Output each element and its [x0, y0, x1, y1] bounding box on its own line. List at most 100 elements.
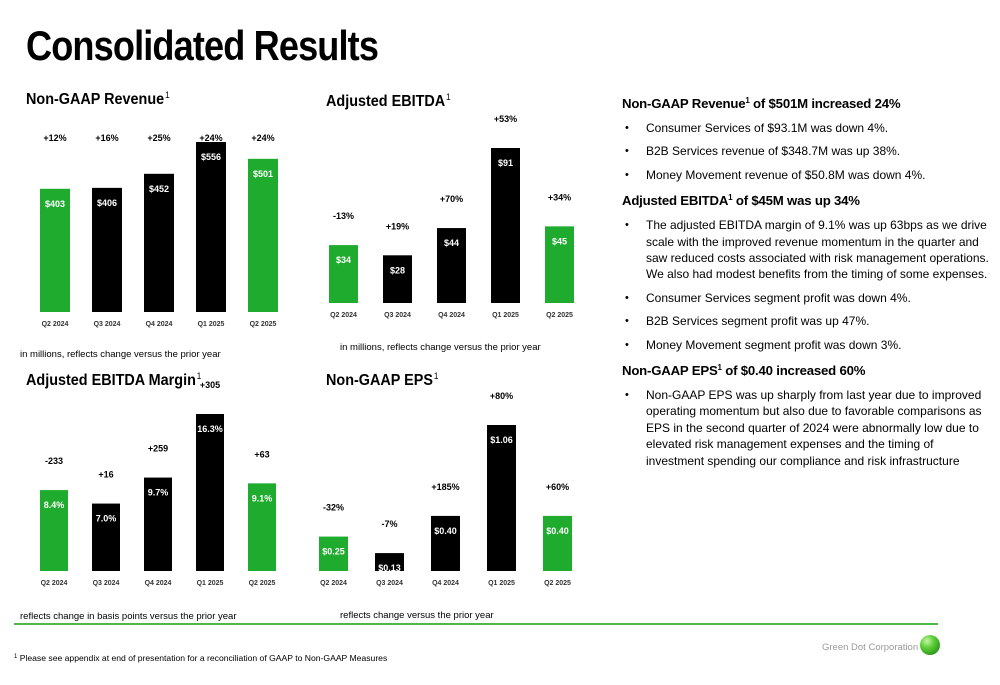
bar-value-label: $0.25: [322, 547, 345, 557]
change-label: +25%: [147, 133, 170, 143]
bar: [319, 536, 348, 571]
summary-panel: Non-GAAP Revenue1 of $501M increased 24%…: [622, 96, 990, 479]
chart-title-ebitda: Adjusted EBITDA1: [326, 92, 451, 111]
bar-value-label: $0.40: [434, 526, 457, 536]
bar-value-label: $34: [336, 255, 351, 265]
x-tick-label: Q3 2024: [94, 321, 121, 328]
bullet-item: Money Movement revenue of $50.8M was dow…: [622, 167, 990, 184]
bullet-item: Consumer Services segment profit was dow…: [622, 290, 990, 307]
x-tick-label: Q1 2025: [492, 312, 519, 319]
bar: [248, 158, 278, 312]
chart-title-ebitda-sup: 1: [446, 92, 451, 102]
change-label: +305: [200, 380, 220, 390]
bullet-item: Money Movement segment profit was down 3…: [622, 337, 990, 354]
bar: [545, 226, 574, 303]
bar: [437, 228, 466, 303]
heading-sup: 1: [728, 193, 733, 203]
revenue-note: in millions, reflects change versus the …: [20, 349, 221, 360]
summary-bullets-ebitda: The adjusted EBITDA margin of 9.1% was u…: [622, 217, 990, 353]
change-label: +80%: [490, 391, 513, 401]
chart-title-margin-sup: 1: [196, 371, 202, 381]
bar-value-label: $406: [97, 198, 117, 208]
chart-title-ebitda-text: Adjusted EBITDA: [326, 93, 446, 110]
bar: [383, 255, 412, 303]
change-label: +12%: [43, 133, 66, 143]
bar: [40, 490, 68, 571]
change-label: +34%: [548, 192, 571, 202]
bar: [196, 142, 226, 312]
bar: [375, 553, 404, 571]
chart-title-eps-text: Non-GAAP EPS: [326, 372, 433, 389]
x-tick-label: Q2 2024: [41, 580, 68, 587]
change-label: +259: [148, 444, 168, 454]
x-tick-label: Q1 2025: [488, 580, 515, 587]
chart-title-revenue: Non-GAAP Revenue1: [26, 90, 170, 109]
bar: [431, 515, 460, 571]
bar-value-label: 8.4%: [44, 500, 65, 510]
bar: [144, 173, 174, 312]
heading-suffix: of $501M increased 24%: [749, 96, 901, 111]
bar-value-label: $0.13: [378, 563, 401, 573]
bar-value-label: $28: [390, 265, 405, 275]
margin-note: reflects change in basis points versus t…: [20, 611, 237, 622]
bar: [144, 477, 172, 571]
bar: [329, 245, 358, 303]
bullet-item: Consumer Services of $93.1M was down 4%.: [622, 120, 990, 137]
heading-suffix: of $0.40 increased 60%: [721, 363, 866, 379]
bar: [196, 414, 224, 571]
chart-title-eps-sup: 1: [433, 371, 439, 381]
page-title: Consolidated Results: [26, 22, 379, 69]
bar: [40, 188, 70, 312]
bar: [92, 187, 122, 312]
x-tick-label: Q2 2025: [546, 312, 573, 319]
x-tick-label: Q2 2024: [320, 580, 347, 587]
bar: [543, 515, 572, 571]
x-tick-label: Q4 2024: [146, 321, 173, 328]
change-label: +24%: [251, 133, 274, 143]
summary-heading-ebitda: Adjusted EBITDA1 of $45M was up 34%: [622, 193, 990, 208]
footnote-text: Please see appendix at end of presentati…: [17, 653, 388, 663]
change-label: -233: [45, 456, 63, 466]
change-label: -7%: [381, 519, 397, 529]
revenue-bar-chart: $403 +12% Q2 2024 $406 +16% Q3 2024 $452 +25% Q4…: [40, 133, 278, 328]
summary-section-eps: Non-GAAP EPS1 of $0.40 increased 60% Non…: [622, 363, 990, 469]
bar-value-label: $91: [498, 158, 513, 168]
ebitda-note: in millions, reflects change versus the …: [340, 342, 541, 353]
x-tick-label: Q3 2024: [384, 312, 411, 319]
bar: [248, 483, 276, 571]
bar-value-label: $501: [253, 169, 273, 179]
bar: [491, 148, 520, 303]
change-label: +19%: [386, 221, 409, 231]
summary-section-revenue: Non-GAAP Revenue1 of $501M increased 24%…: [622, 96, 990, 184]
bar-value-label: 9.1%: [252, 493, 273, 503]
summary-section-ebitda: Adjusted EBITDA1 of $45M was up 34% The …: [622, 193, 990, 353]
chart-title-margin-text: Adjusted EBITDA Margin: [26, 372, 196, 389]
heading-sup: 1: [745, 96, 750, 105]
heading-prefix: Non-GAAP Revenue: [622, 96, 746, 111]
ebitda-bar-chart: $34 -13% Q2 2024 $28 +19% Q3 2024 $44 +70% Q4 20…: [329, 114, 574, 319]
summary-bullets-eps: Non-GAAP EPS was up sharply from last ye…: [622, 387, 990, 469]
footnote-sup: 1: [14, 654, 18, 660]
x-tick-label: Q2 2025: [250, 321, 277, 328]
bar-value-label: $45: [552, 236, 567, 246]
chart-title-revenue-sup: 1: [165, 90, 170, 100]
x-tick-label: Q2 2025: [544, 580, 571, 587]
change-label: +70%: [440, 194, 463, 204]
heading-suffix: of $45M was up 34%: [732, 193, 860, 209]
bar-value-label: $452: [149, 184, 169, 194]
x-tick-label: Q1 2025: [197, 580, 224, 587]
bar-value-label: $403: [45, 199, 65, 209]
change-label: -13%: [333, 211, 354, 221]
eps-note: reflects change versus the prior year: [340, 610, 494, 621]
eps-bar-chart: $0.25 -32% Q2 2024 $0.13 -7% Q3 2024 $0.40 +185…: [319, 391, 572, 587]
bar-value-label: 16.3%: [197, 424, 223, 434]
change-label: +60%: [546, 482, 569, 492]
change-label: +16%: [95, 133, 118, 143]
heading-sup: 1: [717, 363, 722, 373]
bar-value-label: $556: [201, 152, 221, 162]
company-name: Green Dot Corporation: [822, 642, 919, 653]
bullet-item: B2B Services revenue of $348.7M was up 3…: [622, 143, 990, 160]
footnote: 1 Please see appendix at end of presenta…: [14, 653, 387, 663]
x-tick-label: Q1 2025: [198, 321, 225, 328]
x-tick-label: Q2 2024: [42, 321, 69, 328]
